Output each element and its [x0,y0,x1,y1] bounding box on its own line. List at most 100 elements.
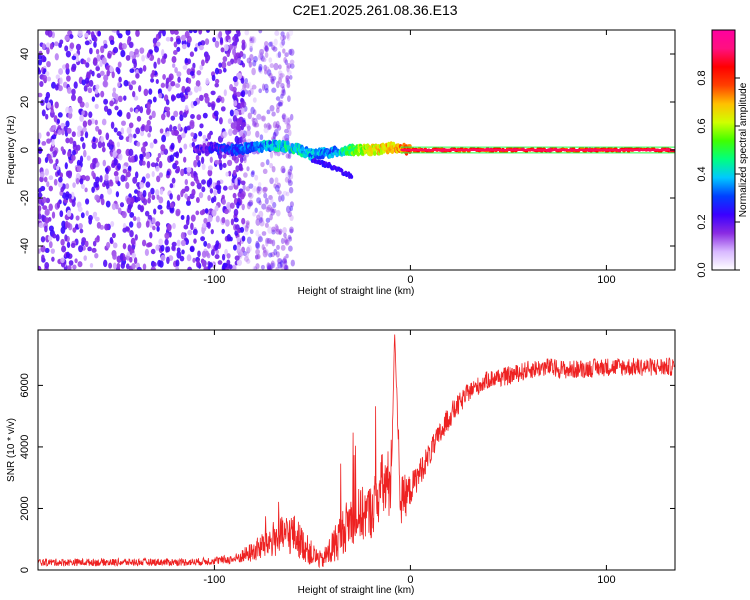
heatmap-noise-cell [210,90,216,96]
heatmap-noise-cell [232,75,238,83]
heatmap-noise-cell [100,90,105,98]
heatmap-noise-cell [245,129,252,137]
heatmap-noise-cell [41,109,46,117]
heatmap-noise-cell [170,142,175,150]
heatmap-noise-cell [105,241,111,249]
heatmap-noise-cell [114,175,120,181]
heatmap-noise-cell [197,250,201,258]
heatmap-noise-cell [236,244,241,252]
heatmap-noise-cell [182,65,188,70]
heatmap-noise-cell [256,197,262,204]
heatmap-noise-cell [158,160,163,169]
heatmap-noise-cell [117,33,123,39]
heatmap-noise-cell [196,114,202,121]
heatmap-noise-cell [226,61,232,67]
heatmap-noise-cell [289,48,295,56]
chart-title: C2E1.2025.261.08.36.E13 [292,2,457,18]
heatmap-noise-cell [47,30,53,38]
heatmap-noise-cell [129,68,135,74]
heatmap-noise-cell [175,210,181,217]
heatmap-noise-cell [282,226,287,234]
heatmap-noise-cell [147,197,151,204]
heatmap-noise-cell [211,103,215,111]
heatmap-noise-cell [82,120,88,128]
heatmap-noise-cell [215,240,220,248]
heatmap-noise-cell [227,159,233,167]
heatmap-noise-cell [60,187,65,193]
heatmap-noise-cell [93,41,97,48]
heatmap-noise-cell [253,109,257,116]
heatmap-noise-cell [122,243,127,250]
heatmap-noise-cell [286,65,290,73]
heatmap-noise-cell [173,110,179,118]
heatmap-noise-cell [92,212,97,219]
heatmap-noise-cell [151,217,156,225]
heatmap-noise-cell [190,222,194,231]
heatmap-noise-cell [140,146,146,153]
heatmap-noise-cell [283,56,287,64]
heatmap-noise-cell [172,63,176,68]
heatmap-noise-cell [83,255,87,261]
heatmap-noise-cell [250,171,255,178]
heatmap-noise-cell [286,63,292,69]
heatmap-noise-cell [276,102,281,110]
heatmap-noise-cell [264,45,268,51]
heatmap-noise-cell [59,39,64,45]
heatmap-noise-cell [274,177,279,184]
heatmap-noise-cell [119,202,125,208]
heatmap-noise-cell [279,35,285,41]
heatmap-noise-cell [172,125,178,131]
heatmap-noise-cell [151,110,156,119]
heatmap-noise-cell [251,84,257,90]
heatmap-noise-cell [206,179,211,188]
heatmap-noise-cell [284,239,290,246]
heatmap-noise-cell [289,201,294,208]
heatmap-noise-cell [169,193,173,200]
heatmap-noise-cell [248,192,254,199]
heatmap-noise-cell [242,251,248,257]
heatmap-noise-cell [288,30,294,37]
heatmap-noise-cell [289,172,294,180]
heatmap-noise-cell [113,127,118,133]
heatmap-noise-cell [232,169,237,177]
heatmap-noise-cell [115,203,119,210]
heatmap-noise-cell [197,159,201,168]
heatmap-noise-cell [206,243,211,249]
heatmap-noise-cell [278,70,283,76]
heatmap-noise-cell [289,63,295,69]
heatmap-noise-cell [85,102,90,109]
heatmap-noise-cell [101,146,106,153]
heatmap-noise-cell [199,94,204,102]
heatmap-noise-cell [40,185,46,192]
heatmap-signal-cell [408,144,412,149]
heatmap-noise-cell [104,223,110,231]
heatmap-noise-cell [119,253,124,261]
heatmap-noise-cell [54,84,59,91]
heatmap-noise-cell [42,74,48,82]
heatmap-noise-cell [129,221,134,228]
heatmap-noise-cell [150,248,156,255]
heatmap-noise-cell [287,179,293,187]
heatmap-noise-cell [95,48,100,55]
heatmap-noise-cell [276,244,280,250]
heatmap-noise-cell [264,87,269,94]
heatmap-noise-cell [118,135,124,141]
heatmap-noise-cell [286,80,291,88]
heatmap-noise-cell [278,228,283,235]
snr-y-tick-label: 6000 [19,373,31,397]
heatmap-noise-cell [252,265,256,270]
heatmap-noise-cell [241,90,246,98]
heatmap-noise-cell [84,187,88,193]
heatmap-noise-cell [55,234,60,242]
heatmap-noise-cell [178,147,183,154]
heatmap-x-tick-label: 0 [407,274,413,286]
heatmap-noise-cell [101,118,107,126]
heatmap-noise-cell [92,163,96,169]
heatmap-noise-cell [50,248,55,254]
heatmap-noise-cell [276,150,281,157]
heatmap-noise-cell [234,178,238,186]
heatmap-noise-cell [183,143,188,150]
heatmap-noise-cell [236,201,240,209]
heatmap-noise-cell [151,170,155,178]
heatmap-noise-cell [122,168,128,174]
